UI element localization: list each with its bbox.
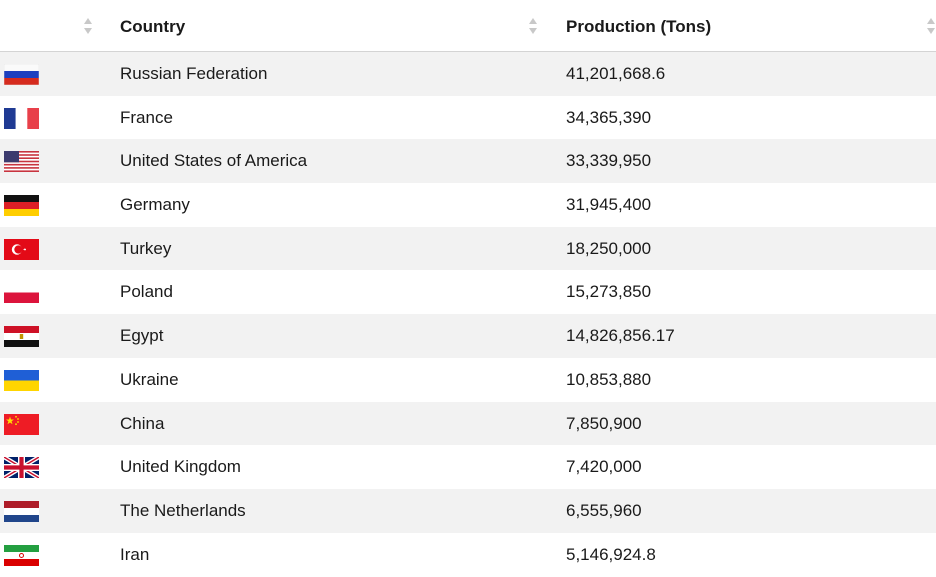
uk-flag-icon <box>4 457 39 479</box>
production-cell: 6,555,960 <box>566 500 642 520</box>
country-cell: The Netherlands <box>120 500 246 520</box>
table-header: Country Production (Tons) <box>0 0 936 52</box>
netherlands-flag-icon <box>4 500 39 522</box>
table-row: Ukraine 10,853,880 <box>0 357 936 402</box>
production-cell: 10,853,880 <box>566 369 652 389</box>
country-cell: Ukraine <box>120 369 179 389</box>
country-cell: United Kingdom <box>120 457 241 477</box>
production-cell: 7,850,900 <box>566 413 642 433</box>
usa-flag-icon <box>4 151 39 173</box>
france-flag-icon <box>4 107 39 129</box>
russia-flag-icon <box>4 64 39 85</box>
country-cell: United States of America <box>120 151 308 171</box>
production-cell: 33,339,950 <box>566 151 652 171</box>
table-row: Egypt 14,826,856.17 <box>0 314 936 358</box>
germany-flag-icon <box>4 195 39 217</box>
table-row: The Netherlands 6,555,960 <box>0 488 936 533</box>
country-cell: Poland <box>120 282 173 302</box>
turkey-flag-icon <box>4 238 39 260</box>
country-cell: China <box>120 413 165 433</box>
table-row: Germany 31,945,400 <box>0 183 936 227</box>
table-row: Russian Federation 41,201,668.6 <box>0 52 936 96</box>
production-cell: 41,201,668.6 <box>566 64 666 83</box>
production-cell: 18,250,000 <box>566 238 652 258</box>
country-cell: Russian Federation <box>120 64 268 83</box>
production-cell: 34,365,390 <box>566 107 652 127</box>
egypt-flag-icon <box>4 326 39 348</box>
country-cell: Germany <box>120 195 190 215</box>
table-row: United States of America 33,339,950 <box>0 139 936 184</box>
ukraine-flag-icon <box>4 369 39 391</box>
china-flag-icon <box>4 413 39 435</box>
country-cell: Iran <box>120 544 150 564</box>
table-row: Iran 5,146,924.8 <box>0 532 936 577</box>
iran-flag-icon <box>4 544 39 566</box>
table-row: France 34,365,390 <box>0 95 936 140</box>
table-row: Poland 15,273,850 <box>0 270 936 315</box>
sort-country-icon[interactable] <box>529 17 537 35</box>
country-cell: France <box>120 107 173 127</box>
production-cell: 14,826,856.17 <box>566 326 675 346</box>
country-cell: Egypt <box>120 326 164 346</box>
production-cell: 15,273,850 <box>566 282 652 302</box>
production-cell: 31,945,400 <box>566 195 652 215</box>
production-cell: 5,146,924.8 <box>566 544 656 564</box>
production-column-header[interactable]: Production (Tons) <box>566 17 712 36</box>
table-row: China 7,850,900 <box>0 401 936 446</box>
production-cell: 7,420,000 <box>566 457 642 477</box>
table-row: Turkey 18,250,000 <box>0 226 936 271</box>
sort-flag-column-icon[interactable] <box>84 17 92 35</box>
poland-flag-icon <box>4 282 39 304</box>
table-row: United Kingdom 7,420,000 <box>0 445 936 489</box>
sort-production-icon[interactable] <box>927 17 935 35</box>
country-column-header[interactable]: Country <box>120 17 186 36</box>
country-cell: Turkey <box>120 238 172 258</box>
